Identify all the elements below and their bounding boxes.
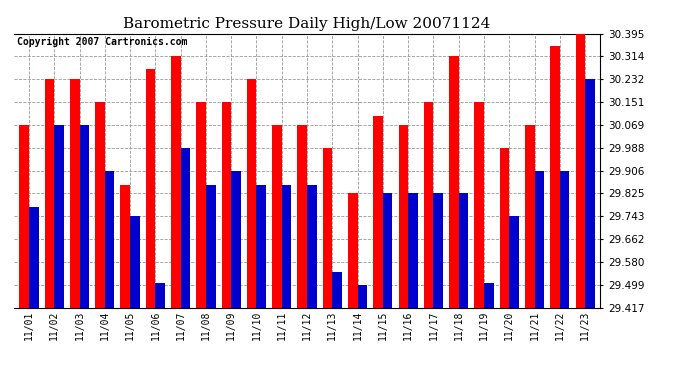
Bar (383, 193, 393, 308)
Bar (29, 207, 39, 308)
Bar (272, 125, 282, 308)
Bar (282, 184, 291, 308)
Bar (535, 171, 544, 308)
Bar (560, 171, 569, 308)
Bar (95, 102, 105, 308)
Bar (121, 184, 130, 308)
Bar (509, 216, 519, 308)
Bar (55, 125, 64, 308)
Title: Barometric Pressure Daily High/Low 20071124: Barometric Pressure Daily High/Low 20071… (124, 17, 491, 31)
Bar (79, 125, 89, 308)
Bar (525, 125, 535, 308)
Bar (181, 148, 190, 308)
Bar (45, 80, 55, 308)
Bar (70, 80, 79, 308)
Bar (449, 56, 459, 308)
Bar (257, 184, 266, 308)
Bar (206, 184, 215, 308)
Bar (130, 216, 139, 308)
Bar (323, 148, 333, 308)
Bar (333, 272, 342, 308)
Text: Copyright 2007 Cartronics.com: Copyright 2007 Cartronics.com (17, 36, 187, 46)
Bar (357, 285, 367, 308)
Bar (550, 46, 560, 308)
Bar (197, 102, 206, 308)
Bar (500, 148, 509, 308)
Bar (307, 184, 317, 308)
Bar (484, 283, 493, 308)
Bar (297, 125, 307, 308)
Bar (231, 171, 241, 308)
Bar (424, 102, 433, 308)
Bar (585, 80, 595, 308)
Bar (373, 116, 383, 308)
Bar (348, 193, 357, 308)
Bar (575, 34, 585, 308)
Bar (171, 56, 181, 308)
Bar (221, 102, 231, 308)
Bar (433, 193, 443, 308)
Bar (475, 102, 484, 308)
Bar (146, 69, 155, 308)
Bar (247, 80, 257, 308)
Bar (155, 283, 165, 308)
Bar (459, 193, 469, 308)
Bar (399, 125, 408, 308)
Bar (408, 193, 417, 308)
Bar (19, 125, 29, 308)
Bar (105, 171, 115, 308)
